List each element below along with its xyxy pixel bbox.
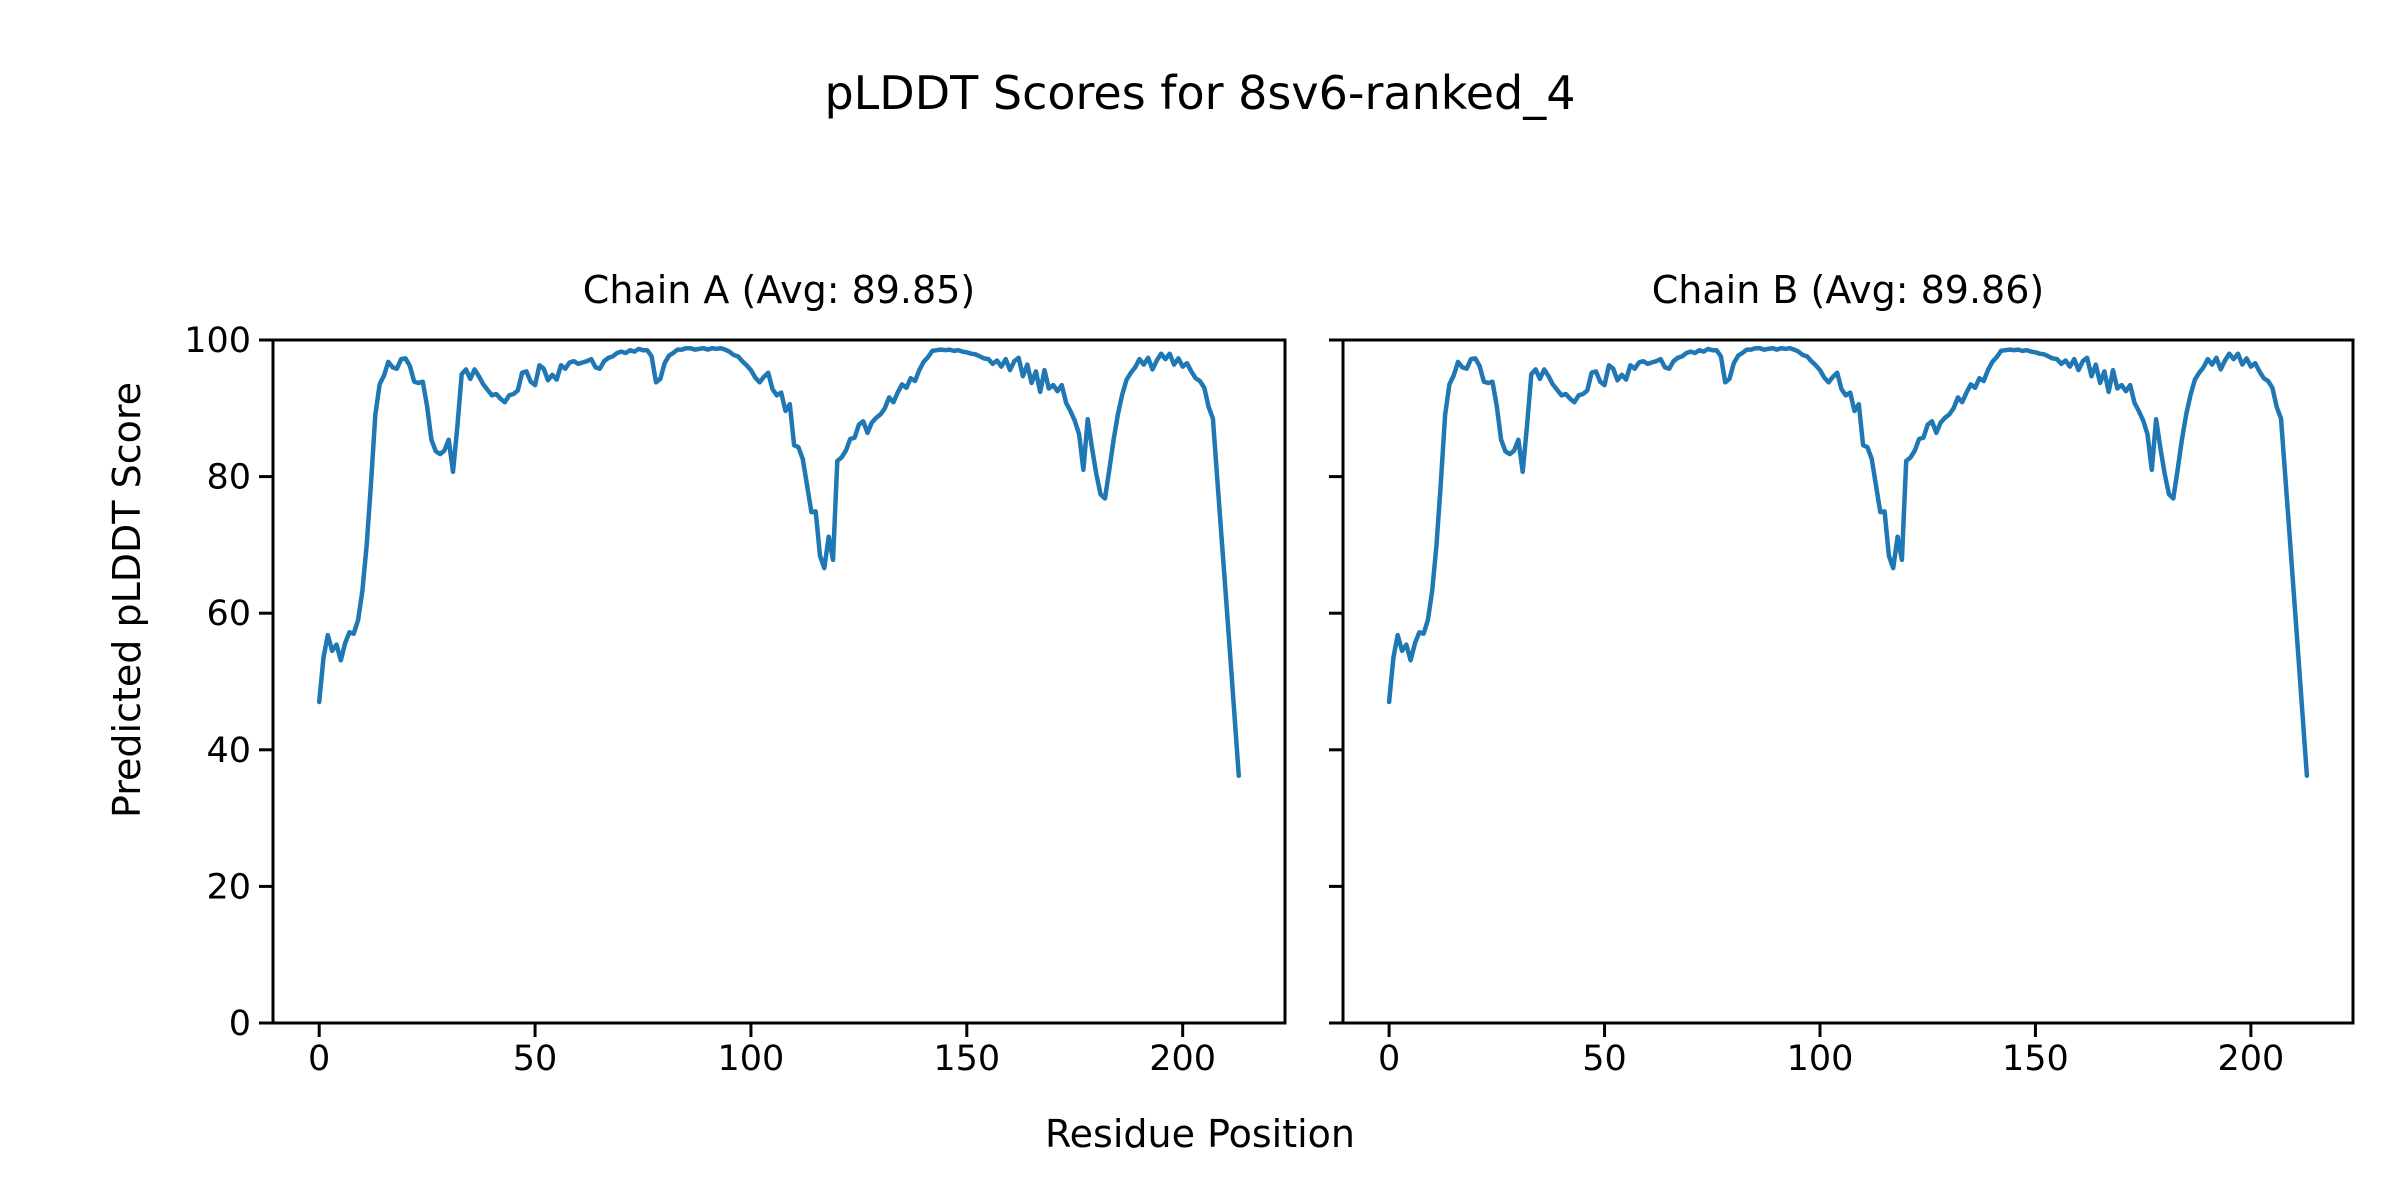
x-axis-label: Residue Position — [1044, 1112, 1356, 1156]
chain-a-axes-frame — [271, 338, 1287, 1025]
y-tick-label: 40 — [206, 731, 251, 771]
x-tick-label: 150 — [2002, 1039, 2069, 1079]
x-tick-label: 50 — [1582, 1039, 1627, 1079]
figure-title: pLDDT Scores for 8sv6-ranked_4 — [824, 66, 1576, 120]
y-tick-label: 20 — [206, 867, 251, 907]
y-tick-label: 0 — [229, 1004, 251, 1044]
x-tick-label: 150 — [933, 1039, 1000, 1079]
chain-b-axes-frame — [1341, 338, 2355, 1025]
x-tick-label: 100 — [1787, 1039, 1854, 1079]
x-tick-label: 0 — [1378, 1039, 1400, 1079]
plddt-line-chain-a — [316, 345, 1242, 779]
y-tick-label: 60 — [206, 594, 251, 634]
x-tick-label: 200 — [1149, 1039, 1216, 1079]
x-tick-label: 100 — [718, 1039, 785, 1079]
x-tick-label: 200 — [2217, 1039, 2284, 1079]
y-tick-label: 100 — [184, 321, 251, 361]
plddt-line-chain-b — [1386, 345, 2310, 779]
chain-a-title: Chain A (Avg: 89.85) — [582, 268, 976, 312]
x-tick-label: 50 — [513, 1039, 558, 1079]
y-tick-label: 80 — [206, 458, 251, 498]
chain-b-title: Chain B (Avg: 89.86) — [1651, 268, 2045, 312]
x-tick-label: 0 — [308, 1039, 330, 1079]
